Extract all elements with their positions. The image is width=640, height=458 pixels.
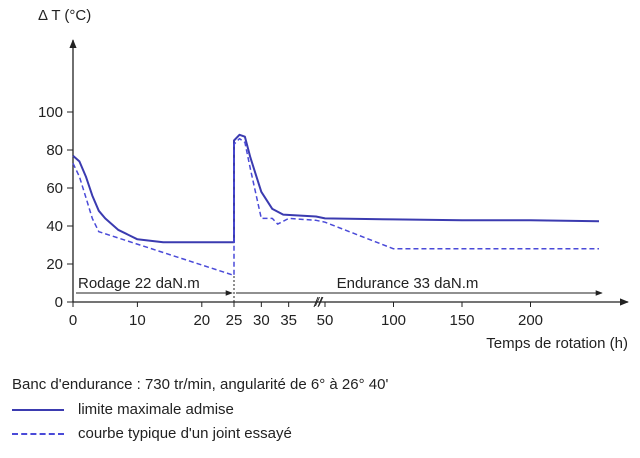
y-tick-label: 0 <box>55 294 63 311</box>
y-axis-ticks: 0 20 40 60 80 100 <box>38 104 73 311</box>
x-tick-label: 30 <box>253 312 270 329</box>
x-tick-label: 50 <box>317 312 334 329</box>
x-tick-label: 25 <box>226 312 243 329</box>
axes <box>69 39 629 308</box>
axis-break-mark: // <box>315 295 324 309</box>
series-line-typical <box>72 137 599 277</box>
legend-label-dashed: courbe typique d'un joint essayé <box>78 425 292 442</box>
axis-break-stroke <box>317 296 323 308</box>
series-lines <box>72 133 600 277</box>
phase-label-rodage: Rodage 22 daN.m <box>78 275 200 292</box>
x-tick-label: 150 <box>449 312 474 329</box>
legend-swatch-solid <box>12 408 64 411</box>
legend-item-dashed: courbe typique d'un joint essayé <box>12 425 292 442</box>
legend-swatch-dashed <box>12 432 64 435</box>
legend-label-solid: limite maximale admise <box>78 401 234 418</box>
x-tick-label: 35 <box>280 312 297 329</box>
x-axis-ticks: 0 10 20 25 30 35 50 100 150 200 <box>69 302 543 329</box>
x-tick-label: 10 <box>129 312 146 329</box>
x-tick-label: 200 <box>518 312 543 329</box>
phase-label-endurance: Endurance 33 daN.m <box>337 275 479 292</box>
x-tick-label: 20 <box>193 312 210 329</box>
y-axis-label: Δ T (°C) <box>38 7 91 24</box>
x-axis-label: Temps de rotation (h) <box>486 335 628 352</box>
y-tick-label: 60 <box>46 180 63 197</box>
y-tick-label: 100 <box>38 104 63 121</box>
axis-break-stroke <box>313 296 319 308</box>
series-line-limit <box>72 133 600 244</box>
x-tick-label: 0 <box>69 312 77 329</box>
chart-area: 0 20 40 60 80 100 0 10 20 25 30 35 50 100 150 200 Roda… <box>38 7 629 352</box>
y-tick-label: 40 <box>46 218 63 235</box>
x-tick-label: 100 <box>381 312 406 329</box>
legend-item-solid: limite maximale admise <box>12 401 234 418</box>
y-tick-label: 80 <box>46 142 63 159</box>
phase-annotations: Rodage 22 daN.m Endurance 33 daN.m <box>76 273 603 302</box>
y-tick-label: 20 <box>46 256 63 273</box>
caption: Banc d'endurance : 730 tr/min, angularit… <box>12 376 389 393</box>
